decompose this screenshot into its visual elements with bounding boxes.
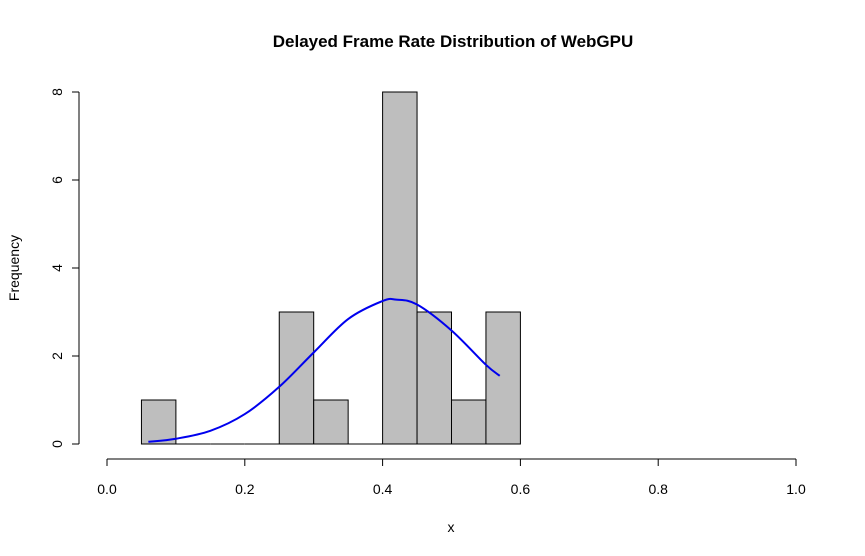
y-tick-label: 4 [49, 264, 65, 272]
histogram-bar [416, 311, 452, 445]
x-tick-label: 0.6 [511, 481, 531, 497]
histogram-bar [382, 91, 418, 445]
x-axis-label: x [448, 519, 455, 535]
x-tick-label: 0.8 [648, 481, 668, 497]
histogram-bar [140, 399, 177, 445]
x-tick-label: 1.0 [786, 481, 806, 497]
y-tick-label: 2 [49, 352, 65, 360]
chart-title: Delayed Frame Rate Distribution of WebGP… [273, 32, 634, 51]
histogram-bar [278, 311, 315, 445]
y-tick-label: 0 [49, 440, 65, 448]
x-tick-label: 0.2 [235, 481, 255, 497]
x-tick-label: 0.4 [373, 481, 393, 497]
y-tick-label: 8 [49, 88, 65, 96]
histogram-bar [485, 311, 521, 445]
histogram-bar [313, 399, 349, 445]
y-tick-label: 6 [49, 176, 65, 184]
x-axis: 0.0 0.2 0.4 0.6 0.8 1.0 [97, 458, 806, 497]
histogram-bar [451, 399, 487, 445]
bars-group [140, 91, 521, 445]
x-tick-label: 0.0 [97, 481, 117, 497]
density-curve [148, 297, 501, 443]
y-axis-label: Frequency [6, 235, 22, 301]
y-axis: 0 2 4 6 8 [49, 88, 80, 448]
